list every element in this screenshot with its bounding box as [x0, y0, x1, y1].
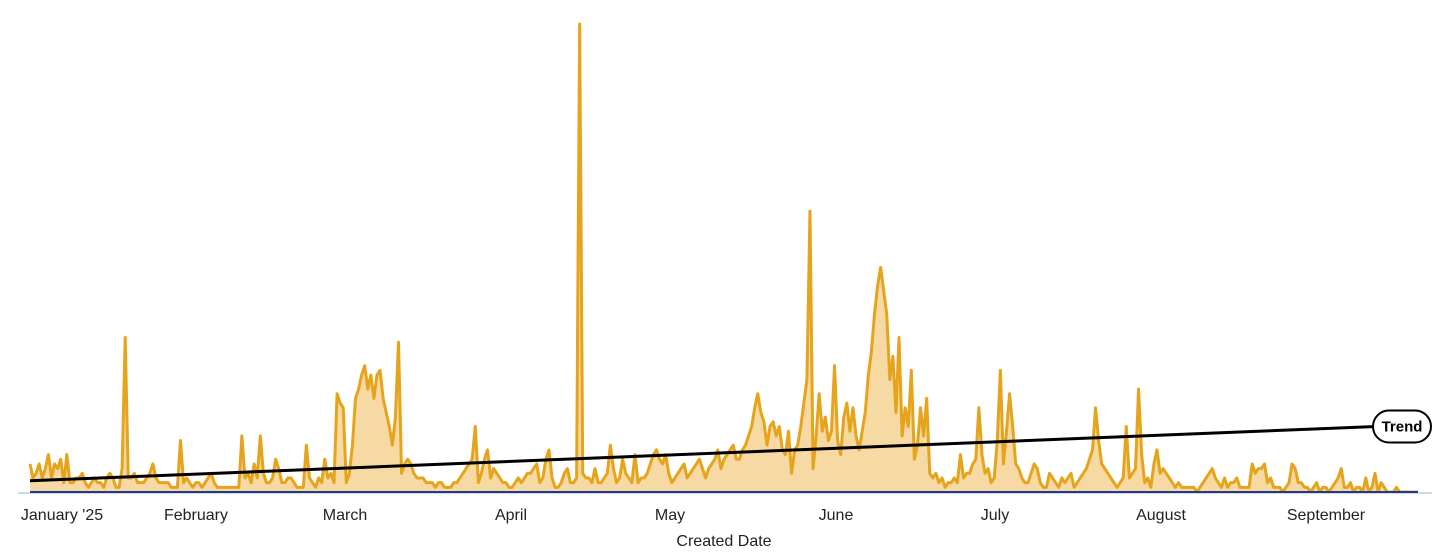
- x-axis-tick-labels: January '25 February March April May June July…: [21, 507, 1366, 524]
- series-area-fill: [30, 24, 1418, 492]
- trend-label-badge: [1372, 409, 1432, 444]
- x-tick-label: July: [981, 507, 1009, 524]
- x-tick-label: April: [495, 507, 527, 524]
- x-tick-label: June: [819, 507, 854, 524]
- area-layer: [28, 22, 1418, 494]
- trend-layer: Trend: [29, 409, 1432, 483]
- x-tick-label: January '25: [21, 507, 103, 524]
- x-tick-label: August: [1136, 507, 1186, 524]
- trend-line: [29, 424, 1377, 483]
- x-axis-title: Created Date: [676, 533, 771, 550]
- series-line: [28, 22, 1418, 494]
- x-tick-label: March: [323, 507, 367, 524]
- trend-label: Trend: [1382, 418, 1423, 435]
- x-tick-label: February: [164, 507, 228, 524]
- x-tick-label: May: [655, 507, 685, 524]
- x-tick-label: September: [1287, 507, 1366, 524]
